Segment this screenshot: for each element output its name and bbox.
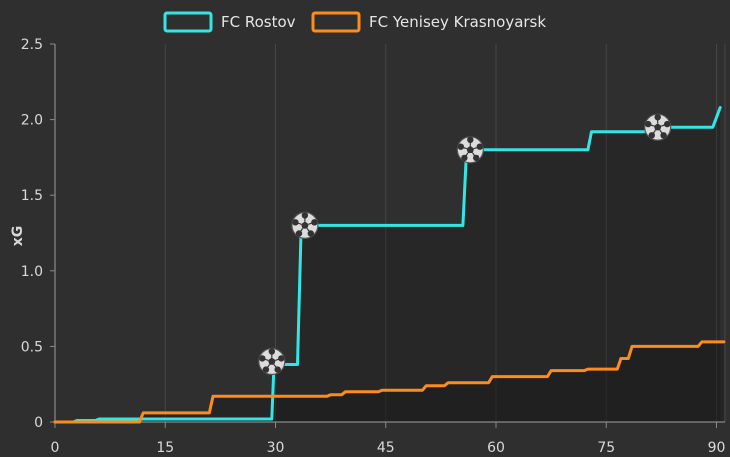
legend-swatch [163,11,213,33]
goal-ball-seam [300,228,303,232]
goal-layer [258,113,672,376]
legend-item-0[interactable]: FC Rostov [163,11,296,33]
goal-ball-patch [259,355,266,362]
x-tick-label-90: 90 [708,440,726,456]
goal-ball-patch [648,132,655,139]
x-tick-label-45: 45 [377,440,395,456]
goal-ball-patch [660,132,667,139]
legend-swatch [311,11,361,33]
goal-ball-center-patch [653,123,662,131]
goal-ball-center-patch [268,357,276,365]
x-tick-label-75: 75 [597,440,615,456]
goal-ball-seam [661,124,665,127]
x-tick-label-30: 30 [267,440,285,456]
goal-ball-patch [278,355,285,362]
goal-ball-icon [456,136,484,164]
goal-ball-seam [308,222,313,225]
axes [50,43,725,428]
goal-ball-patch [476,143,483,150]
goal-ball-patch [268,348,275,355]
goal-ball-seam [264,358,269,361]
y-tick-label-1.5: 1.5 [21,188,43,204]
goal-ball-seam [659,130,663,134]
goal-ball-patch [262,366,270,373]
y-tick-label-0.5: 0.5 [21,339,43,355]
goal-ball-patch [301,212,309,219]
goal-ball-seam [463,146,467,150]
legend-item-1[interactable]: FC Yenisey Krasnoyarsk [311,11,546,33]
goal-ball-patch [292,219,299,226]
goal-ball-center-patch [301,221,309,229]
series-area-1 [55,341,724,422]
goal-ball-seam [650,124,655,127]
legend-label: FC Rostov [221,13,296,31]
goal-ball-icon [291,211,319,239]
goal-ball-seam [465,152,469,157]
goal-ball-patch [457,143,464,150]
series-line-1 [53,340,726,424]
tick-labels: 0 15 30 45 60 75 90 0 0.5 1.0 1.5 2.0 2.5 [21,37,726,456]
area-layer [55,107,724,422]
goal-ball-seam [652,130,656,134]
goal-ball-patch [645,120,652,128]
goal-ball-patch [473,154,480,162]
goal-ball-patch [461,154,468,162]
goal-ball-patch [274,366,281,373]
goal-ball-seam [273,364,277,368]
goal-ball-seam [275,358,280,361]
goal-ball-icon [258,347,286,376]
goal-ball-seam [473,146,478,150]
goal-ball-patch [664,120,671,128]
series-area-0 [55,107,721,422]
grid [164,44,726,422]
x-tick-label-0: 0 [51,440,60,456]
goal-ball-patch [307,230,314,237]
goal-ball-center-patch [466,145,475,153]
goal-ball-seam [266,364,270,368]
x-tick-label-60: 60 [487,440,505,456]
x-tick-label-15: 15 [156,440,174,456]
goal-ball-seam [472,152,476,157]
y-tick-label-2.5: 2.5 [21,37,43,53]
legend[interactable]: FC Rostov FC Yenisey Krasnoyarsk [163,11,546,33]
y-tick-label-0: 0 [34,415,43,431]
goal-ball-patch [295,230,303,237]
goal-ball-icon [644,113,672,141]
y-tick-label-1.0: 1.0 [21,264,43,280]
legend-label: FC Yenisey Krasnoyarsk [369,13,546,31]
y-tick-label-2.0: 2.0 [21,113,43,129]
y-axis-label: xG [10,226,26,247]
goal-ball-patch [467,136,474,143]
goal-ball-seam [297,222,302,225]
goal-ball-patch [311,219,318,226]
goal-ball-patch [654,114,661,121]
goal-ball-seam [306,228,310,232]
